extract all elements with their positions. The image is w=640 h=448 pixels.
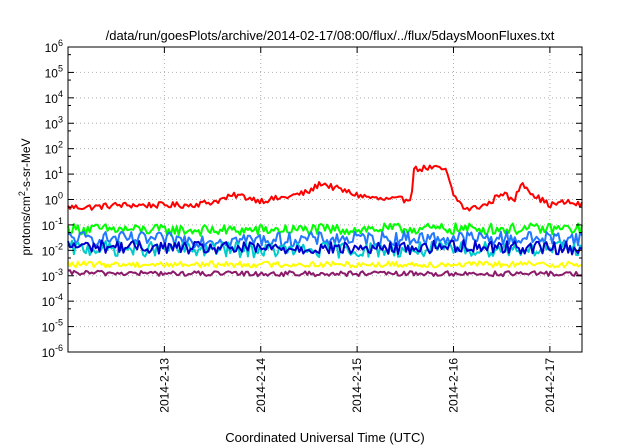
x-tick-label: 2014-2-13 <box>157 358 171 413</box>
y-axis-label-sup: 2 <box>17 191 27 196</box>
y-tick-exponent: 3 <box>58 114 63 124</box>
y-tick-base: 10 <box>42 219 56 233</box>
x-tick-label: 2014-2-16 <box>447 358 461 413</box>
y-tick-base: 10 <box>45 41 59 55</box>
y-tick-exponent: -3 <box>55 267 63 277</box>
y-tick-label: 10-6 <box>42 343 63 360</box>
y-tick-base: 10 <box>45 117 59 131</box>
y-tick-base: 10 <box>42 295 56 309</box>
y-axis-label: protons/cm2-s-sr-MeV <box>17 138 33 255</box>
y-tick-label: 100 <box>45 191 63 208</box>
x-tick-labels: 2014-2-13 2014-2-14 2014-2-15 2014-2-16 2014… <box>157 358 557 413</box>
y-tick-exponent: -1 <box>55 216 63 226</box>
y-tick-base: 10 <box>45 92 59 106</box>
y-tick-label: 105 <box>45 63 63 80</box>
y-tick-label: 10-4 <box>42 292 63 309</box>
y-axis-label-suffix: -s-sr-MeV <box>19 138 33 191</box>
y-tick-base: 10 <box>45 143 59 157</box>
series-line-6 <box>67 260 583 269</box>
x-tick-label: 2014-2-14 <box>254 358 268 413</box>
y-tick-base: 10 <box>45 66 59 80</box>
y-tick-label: 10-3 <box>42 267 63 284</box>
y-tick-exponent: 4 <box>58 89 63 99</box>
y-tick-label: 10-5 <box>42 318 63 335</box>
y-axis-label-prefix: protons/cm <box>19 196 33 255</box>
x-tick-label: 2014-2-15 <box>350 358 364 413</box>
y-tick-exponent: 5 <box>58 63 63 73</box>
y-tick-base: 10 <box>42 346 56 360</box>
y-tick-exponent: 0 <box>58 191 63 201</box>
x-axis-label: Coordinated Universal Time (UTC) <box>225 430 424 445</box>
series-line-1 <box>67 164 583 212</box>
y-tick-label: 104 <box>45 89 63 106</box>
series-group <box>67 164 583 278</box>
chart-title: /data/run/goesPlots/archive/2014-02-17/0… <box>106 28 555 43</box>
series-line-4 <box>67 239 583 259</box>
y-tick-label: 106 <box>45 38 63 55</box>
y-tick-label: 10-1 <box>42 216 63 233</box>
y-tick-label: 10-2 <box>42 241 63 258</box>
y-tick-label: 102 <box>45 140 63 157</box>
y-tick-exponent: 1 <box>58 165 63 175</box>
x-tick-label: 2014-2-17 <box>543 358 557 413</box>
y-tick-exponent: -2 <box>55 241 63 251</box>
y-tick-exponent: -4 <box>55 292 63 302</box>
y-tick-label: 101 <box>45 165 63 182</box>
plot-frame <box>67 46 583 353</box>
y-tick-label: 103 <box>45 114 63 131</box>
y-tick-base: 10 <box>45 168 59 182</box>
y-tick-base: 10 <box>45 194 59 208</box>
y-tick-exponent: 6 <box>58 38 63 48</box>
y-tick-exponent: 2 <box>58 140 63 150</box>
y-tick-exponent: -5 <box>55 318 63 328</box>
y-tick-exponent: -6 <box>55 343 63 353</box>
series-line-7 <box>67 269 583 278</box>
y-tick-base: 10 <box>42 270 56 284</box>
series-line-5 <box>67 239 583 256</box>
series-line-2 <box>67 222 583 237</box>
y-tick-base: 10 <box>42 321 56 335</box>
y-tick-base: 10 <box>42 244 56 258</box>
y-tick-labels: 10610510410310210110010-110-210-310-410-… <box>42 38 63 360</box>
axes-group <box>67 46 583 353</box>
